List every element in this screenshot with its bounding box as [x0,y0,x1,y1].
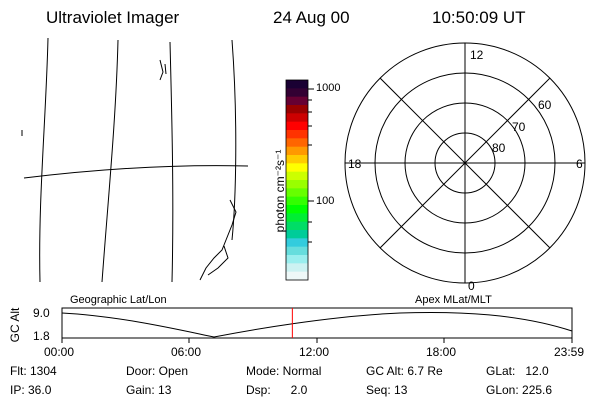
timeline-x-label: 18:00 [426,345,457,359]
timeline-x-label: 12:00 [299,345,330,359]
mlt-label-18: 18 [348,157,362,171]
door-status: Door: Open [126,364,189,378]
map-longitude-line [231,39,237,241]
map-longitude-line [39,37,49,283]
colorbar-swatch [286,121,308,131]
colorbar-swatch [286,113,308,123]
colorbar-swatch [286,205,308,214]
colorbar-swatch [286,163,308,173]
colorbar-swatch [286,130,308,139]
lat-label-70: 70 [512,120,526,134]
map-longitude-line [101,39,119,283]
mlt-label-6: 6 [576,157,583,171]
geographic-longitude: GLon: 225.6 [486,383,553,397]
colorbar-swatch [286,238,308,248]
colorbar-swatch [286,105,308,114]
timeline-x-label: 00:00 [44,345,75,359]
colorbar-swatch [286,246,308,256]
colorbar-tick-1000: 1000 [316,82,341,94]
dsp-value: Dsp: 2.0 [246,383,308,397]
colorbar-swatch [286,213,308,223]
timeline-y-label-bottom: 1.8 [33,329,50,343]
instrument-title: Ultraviolet Imager [46,8,180,27]
lat-label-60: 60 [538,98,552,112]
colorbar-swatch [286,138,308,148]
timeline-y-label-top: 9.0 [33,306,50,320]
map-latitude-line [23,165,249,179]
timeline-axis-label: GC Alt [8,307,22,343]
timeline-right-title: Apex MLat/MLT [415,294,492,306]
colorbar-swatch [286,171,308,181]
time-label: 10:50:09 UT [432,8,526,27]
coastline [199,199,237,281]
colorbar-swatch [286,255,308,264]
gain-value: Gain: 13 [126,383,172,397]
mlt-label-12: 12 [470,48,484,62]
colorbar-swatch [286,271,308,281]
timeline-x-label: 06:00 [171,345,202,359]
gc-altitude: GC Alt: 6.7 Re [366,364,443,378]
colorbar-swatch [286,96,308,106]
geographic-latitude: GLat: 12.0 [486,364,549,378]
flight-number: Flt: 1304 [10,364,57,378]
colorbar-tick-100: 100 [316,195,335,207]
polar-diagonal [379,77,551,249]
map-longitude-line [169,41,174,283]
colorbar-swatch [286,180,308,189]
colorbar-swatch [286,146,308,156]
coastline [159,59,167,81]
colorbar-swatch [286,80,308,89]
mode-value: Mode: Normal [246,364,322,378]
sequence-value: Seq: 13 [366,383,408,397]
colorbar-swatch [286,155,308,164]
timeline-x-label: 23:59 [554,345,585,359]
colorbar-swatch [286,196,308,206]
lat-label-80: 80 [492,141,506,155]
date-label: 24 Aug 00 [273,8,350,27]
mlt-label-0: 0 [468,279,475,293]
timeline-left-title: Geographic Lat/Lon [70,294,167,306]
colorbar-swatch [286,221,308,231]
colorbar-swatch [286,230,308,239]
colorbar-swatch [286,188,308,198]
colorbar-swatch [286,88,308,98]
colorbar-swatch [286,263,308,273]
ip-value: IP: 36.0 [10,383,52,397]
altitude-curve [61,311,573,338]
